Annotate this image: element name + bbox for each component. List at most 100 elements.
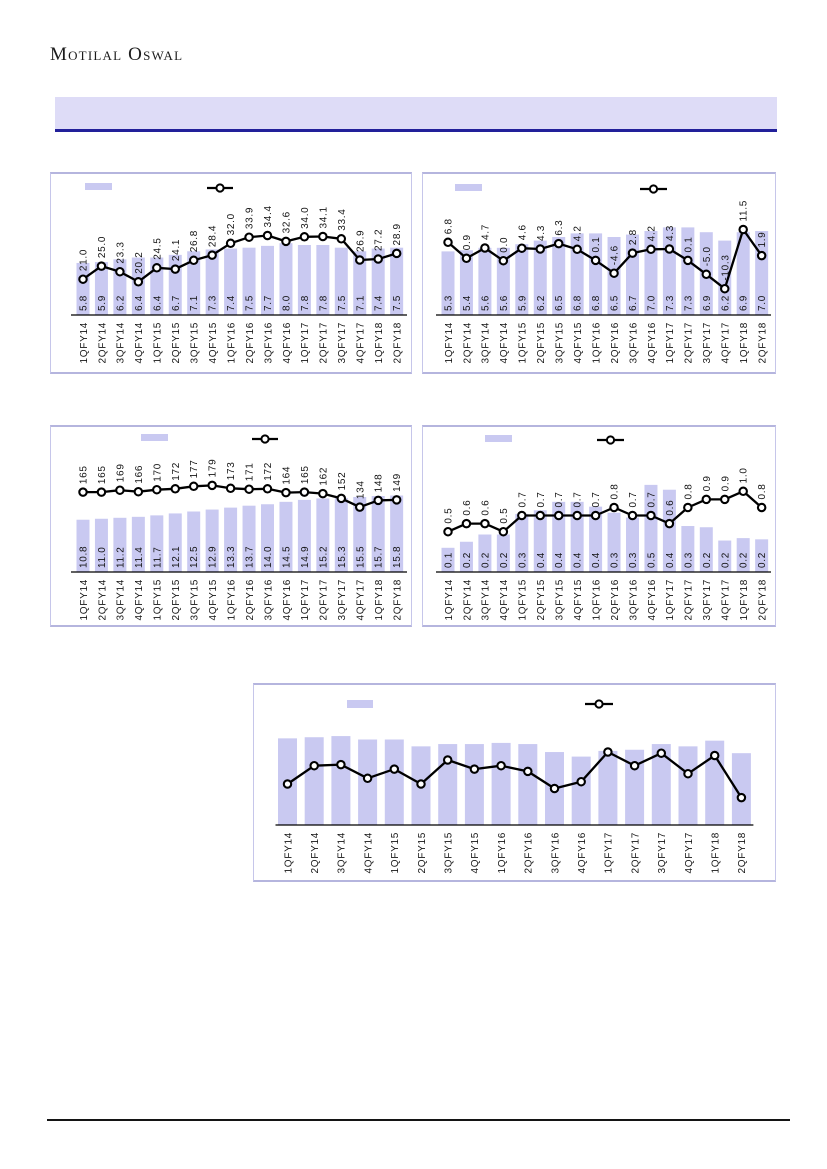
chart-3: 10.8 11.0 11.2 11.4 11.7 12.1 12.5 12.9 13.3 13.7… bbox=[50, 425, 412, 627]
x-axis-label: 4QFY14 bbox=[363, 832, 374, 873]
line-marker bbox=[719, 494, 730, 505]
chart-canvas: 5.8 5.9 6.2 6.4 6.4 6.7 7.1 7.3 7.4 7.5 7.7 8.0 7.8 7… bbox=[71, 183, 407, 363]
bar-value-label: 6.9 bbox=[739, 295, 750, 311]
x-axis-label: 2QFY18 bbox=[757, 579, 768, 620]
line-marker bbox=[442, 755, 453, 765]
line-marker bbox=[517, 510, 527, 521]
bar bbox=[678, 746, 698, 825]
x-axis-label: 4QFY16 bbox=[577, 832, 588, 873]
line-marker bbox=[709, 750, 720, 761]
line-value-label: 0.5 bbox=[444, 508, 455, 524]
line-marker bbox=[736, 792, 747, 803]
x-axis-label: 4QFY15 bbox=[208, 322, 219, 363]
legend-line-marker bbox=[594, 699, 604, 709]
x-axis-label: 2QFY17 bbox=[630, 832, 641, 873]
line-value-label: 0.8 bbox=[757, 483, 768, 499]
line-marker bbox=[281, 236, 291, 247]
line-marker bbox=[96, 261, 107, 271]
bar-value-label: 5.8 bbox=[79, 295, 90, 311]
bar-value-label: 7.5 bbox=[392, 295, 403, 311]
bar-value-label: 7.5 bbox=[245, 295, 256, 311]
line-marker bbox=[282, 779, 293, 789]
bar bbox=[94, 518, 108, 572]
line-marker bbox=[535, 510, 546, 521]
x-axis-label: 1QFY14 bbox=[79, 579, 90, 620]
x-axis-label: 2QFY16 bbox=[610, 579, 621, 620]
line-marker bbox=[719, 283, 730, 294]
bar bbox=[297, 244, 311, 315]
bar bbox=[113, 517, 127, 572]
bar-value-label: 7.8 bbox=[318, 295, 329, 311]
x-axis-label: 2QFY18 bbox=[392, 579, 403, 620]
x-axis-label: 4QFY15 bbox=[573, 579, 584, 620]
bar bbox=[441, 251, 455, 315]
bar bbox=[242, 505, 256, 572]
bar-value-label: 0.4 bbox=[665, 552, 676, 568]
bar-value-label: 7.1 bbox=[355, 295, 366, 311]
x-axis-label: 2QFY17 bbox=[684, 322, 695, 363]
bar-value-label: 0.2 bbox=[480, 552, 491, 568]
line-marker bbox=[535, 244, 546, 254]
line-value-label: 0.9 bbox=[702, 475, 713, 491]
bar-value-label: 8.0 bbox=[281, 295, 292, 311]
x-axis-label: 2QFY16 bbox=[245, 322, 256, 363]
bar bbox=[334, 247, 348, 315]
bar-value-label: 12.5 bbox=[189, 546, 200, 568]
line-marker bbox=[318, 231, 328, 242]
line-marker bbox=[225, 238, 236, 249]
line-value-label: 0.7 bbox=[573, 492, 584, 508]
x-axis-label: 1QFY16 bbox=[591, 579, 602, 620]
bar bbox=[607, 512, 621, 572]
line-marker bbox=[461, 253, 472, 264]
bar-value-label: 10.8 bbox=[79, 546, 90, 568]
bar-value-label: 7.5 bbox=[337, 295, 348, 311]
line-value-label: 165 bbox=[79, 465, 90, 484]
bar-value-label: 0.4 bbox=[554, 552, 565, 568]
bar-value-label: 0.1 bbox=[444, 552, 455, 568]
line-value-label: 0.1 bbox=[591, 236, 602, 252]
bar bbox=[552, 501, 566, 572]
bar bbox=[570, 501, 584, 572]
line-marker bbox=[627, 248, 638, 258]
x-axis-label: 4QFY14 bbox=[134, 579, 145, 620]
line-marker bbox=[281, 487, 291, 498]
line-marker bbox=[590, 510, 601, 521]
x-axis-label: 3QFY17 bbox=[337, 579, 348, 620]
x-axis-label: 1QFY17 bbox=[665, 322, 676, 363]
bar bbox=[570, 233, 584, 315]
line-value-label: 164 bbox=[281, 466, 292, 485]
line-marker bbox=[389, 764, 400, 774]
line-marker bbox=[244, 232, 254, 242]
bar-value-label: 0.2 bbox=[720, 552, 731, 568]
x-axis-label: 1QFY17 bbox=[300, 322, 311, 363]
line-marker bbox=[629, 760, 640, 771]
line-value-label: 0.8 bbox=[683, 483, 694, 499]
line-marker bbox=[299, 232, 310, 242]
x-axis-label: 1QFY18 bbox=[374, 322, 385, 363]
bar bbox=[681, 526, 695, 572]
line-value-label: -4.6 bbox=[610, 245, 621, 265]
bar-value-label: 5.9 bbox=[517, 295, 528, 311]
x-axis-label: 2QFY18 bbox=[392, 322, 403, 363]
bar-value-label: 12.9 bbox=[208, 546, 219, 568]
bar-value-label: 7.0 bbox=[757, 295, 768, 311]
bar bbox=[316, 244, 330, 315]
bar bbox=[187, 511, 201, 572]
bar bbox=[496, 247, 510, 315]
bar-value-label: 15.3 bbox=[337, 546, 348, 568]
bar bbox=[625, 749, 645, 825]
line-marker bbox=[152, 263, 162, 273]
x-axis-label: 1QFY14 bbox=[444, 322, 455, 363]
x-axis-label: 1QFY15 bbox=[153, 579, 164, 620]
x-axis-label: 4QFY14 bbox=[499, 322, 510, 363]
bar bbox=[718, 240, 732, 315]
bar bbox=[168, 513, 182, 572]
bar bbox=[571, 756, 591, 825]
line-marker bbox=[336, 759, 346, 770]
bar bbox=[297, 499, 311, 572]
x-axis-label: 1QFY16 bbox=[226, 322, 237, 363]
line-value-label: 34.1 bbox=[318, 206, 329, 228]
bar bbox=[718, 540, 732, 572]
line-value-label: 4.3 bbox=[536, 225, 547, 241]
line-value-label: 0.5 bbox=[499, 508, 510, 524]
